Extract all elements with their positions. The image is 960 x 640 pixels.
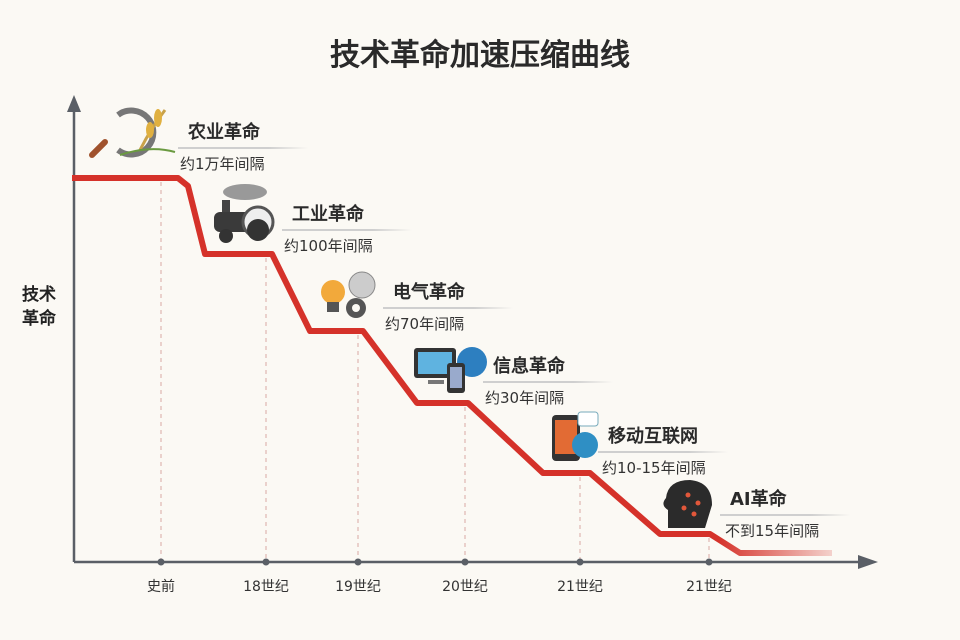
- revolution-name: 电气革命: [393, 282, 465, 303]
- tick-dot: [705, 558, 713, 566]
- revolution-name: 移动互联网: [608, 426, 698, 447]
- x-tick-label: 21世纪: [557, 579, 603, 595]
- revolution-gap: 约100年间隔: [284, 237, 373, 255]
- revolution-name: 农业革命: [188, 122, 260, 143]
- revolution-label-information: 信息革命 约30年间隔: [483, 352, 613, 408]
- revolution-label-industrial: 工业革命 约100年间隔: [282, 200, 412, 256]
- tick-dot: [262, 558, 270, 566]
- ai-head-icon: [663, 480, 712, 528]
- x-tick-label: 19世纪: [335, 579, 381, 595]
- tick-dot: [354, 558, 362, 566]
- revolution-gap: 约1万年间隔: [180, 155, 265, 173]
- tick-dot: [157, 558, 165, 566]
- revolution-gap: 约70年间隔: [385, 315, 465, 333]
- sickle-wheat-icon: [89, 107, 176, 158]
- divider: [483, 381, 613, 383]
- x-tick-label: 21世纪: [686, 579, 732, 595]
- revolution-name: 工业革命: [292, 204, 364, 225]
- y-axis-arrow: [67, 95, 81, 112]
- tick-dot: [461, 558, 469, 566]
- revolution-name: 信息革命: [493, 356, 565, 377]
- steam-locomotive-icon: [214, 184, 275, 243]
- divider: [598, 451, 728, 453]
- y-axis-label: 技术 革命: [22, 285, 56, 329]
- revolution-label-ai: AI革命 不到15年间隔: [720, 485, 850, 541]
- x-tick-label: 18世纪: [243, 579, 289, 595]
- revolution-name: AI革命: [730, 489, 787, 510]
- divider: [282, 229, 412, 231]
- divider: [383, 307, 513, 309]
- page-title: 技术革命加速压缩曲线: [330, 38, 630, 73]
- x-axis-arrow: [858, 555, 878, 569]
- x-tick-label: 20世纪: [442, 579, 488, 595]
- revolution-label-agricultural: 农业革命 约1万年间隔: [178, 118, 308, 174]
- divider: [178, 147, 308, 149]
- revolution-gap: 约30年间隔: [485, 389, 565, 407]
- guide-lines: [160, 182, 710, 562]
- tick-dot: [576, 558, 584, 566]
- revolution-gap: 约10-15年间隔: [602, 459, 706, 477]
- computer-globe-icon: [414, 347, 487, 393]
- revolution-gap: 不到15年间隔: [725, 522, 820, 540]
- smartphone-globe-icon: [552, 411, 599, 461]
- x-tick-label: 史前: [147, 579, 175, 595]
- step-curve: [72, 175, 832, 556]
- revolution-label-electrical: 电气革命 约70年间隔: [383, 278, 513, 334]
- divider: [720, 514, 850, 516]
- lightbulb-gear-icon: [321, 271, 376, 318]
- revolution-label-mobile-internet: 移动互联网 约10-15年间隔: [598, 422, 728, 478]
